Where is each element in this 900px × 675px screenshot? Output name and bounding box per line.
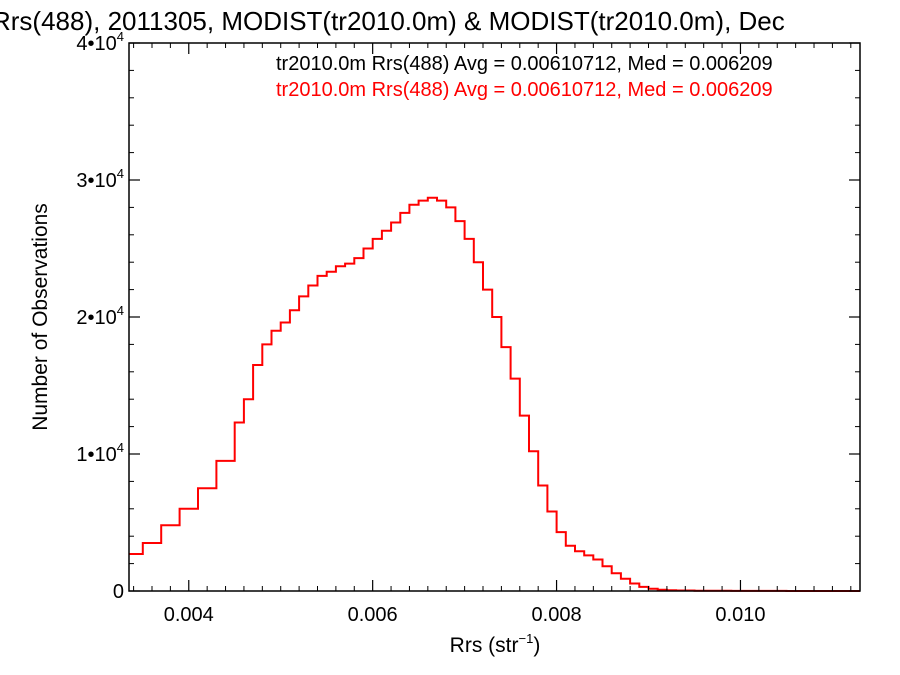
y-tick-label: 0 — [113, 581, 124, 603]
x-tick-label: 0.010 — [715, 604, 765, 626]
x-tick-label: 0.004 — [164, 604, 214, 626]
y-tick-label: 3•104 — [76, 166, 124, 192]
y-tick-label: 4•104 — [76, 29, 124, 55]
y-axis-label: Number of Observations — [29, 203, 52, 431]
x-axis-label-main: Rrs (str — [450, 634, 519, 657]
legend-entry-red: tr2010.0m Rrs(488) Avg = 0.00610712, Med… — [276, 79, 773, 101]
legend: tr2010.0m Rrs(488) Avg = 0.00610712, Med… — [276, 53, 773, 101]
x-tick-label: 0.008 — [532, 604, 582, 626]
y-tick-label: 1•104 — [76, 440, 124, 466]
x-axis-label: Rrs (str−1) — [450, 631, 541, 657]
legend-entry-black: tr2010.0m Rrs(488) Avg = 0.00610712, Med… — [276, 53, 773, 75]
x-axis-ticks: 0.004 0.006 0.008 0.010 — [133, 43, 852, 626]
x-axis-label-superscript: −1 — [519, 631, 534, 646]
x-axis-label-suffix: ) — [533, 634, 540, 657]
y-tick-label: 2•104 — [76, 303, 124, 329]
x-tick-label: 0.006 — [348, 604, 398, 626]
y-axis-ticks: 0 1•104 2•104 3•104 4•104 — [76, 29, 860, 603]
chart-title: Rrs(488), 2011305, MODIST(tr2010.0m) & M… — [0, 6, 785, 36]
